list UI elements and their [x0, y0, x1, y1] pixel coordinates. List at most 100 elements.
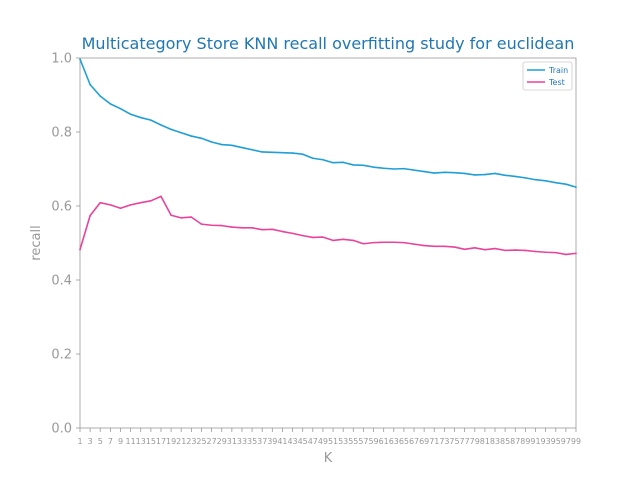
data-point	[220, 224, 223, 227]
x-tick-label: 65	[399, 437, 409, 446]
x-tick-label: 43	[287, 437, 297, 446]
data-point	[241, 146, 243, 149]
series-layer	[79, 58, 577, 256]
data-point	[170, 214, 172, 217]
data-point	[554, 181, 557, 184]
x-tick-label: 5	[98, 437, 103, 446]
data-point	[261, 228, 264, 231]
data-point	[281, 151, 284, 154]
y-axis: 0.0 0.2 0.4 0.6 0.8 1.0	[51, 52, 80, 437]
data-point	[251, 227, 253, 229]
x-tick-label: 47	[308, 437, 318, 446]
data-point	[210, 141, 213, 143]
series-line-test	[79, 195, 577, 256]
data-point	[575, 252, 577, 255]
data-point	[271, 228, 274, 231]
data-point	[322, 158, 324, 161]
data-point	[200, 137, 203, 140]
series-points-test	[79, 195, 577, 256]
data-point	[139, 116, 142, 119]
x-tick-label: 15	[146, 437, 156, 446]
data-point	[392, 241, 395, 244]
data-point	[403, 241, 405, 244]
data-point	[150, 119, 152, 121]
data-point	[382, 167, 385, 170]
x-tick-label: 41	[277, 437, 287, 446]
legend-label-train: Train	[548, 66, 568, 75]
data-point	[494, 247, 496, 250]
data-point	[403, 167, 405, 170]
data-point	[413, 243, 415, 245]
x-tick-label: 81	[480, 437, 490, 446]
x-tick-label: 59	[368, 437, 378, 446]
x-tick-label: 33	[237, 437, 247, 446]
x-tick-label: 7	[108, 437, 113, 446]
data-point	[453, 171, 456, 174]
legend-box	[522, 61, 573, 91]
data-point	[200, 223, 203, 225]
data-point	[119, 207, 122, 210]
data-point	[231, 144, 233, 147]
data-point	[220, 143, 223, 146]
data-point	[554, 251, 557, 254]
data-point	[89, 83, 91, 86]
x-tick-label: 57	[358, 437, 368, 446]
y-tick-label: 1.0	[51, 52, 72, 67]
data-point	[494, 172, 496, 175]
x-tick-label: 61	[379, 437, 389, 446]
data-point	[534, 178, 537, 181]
data-point	[484, 173, 486, 176]
data-point	[190, 135, 193, 137]
data-point	[433, 172, 436, 174]
x-tick-label: 1	[77, 437, 82, 446]
data-point	[332, 239, 334, 242]
data-point	[473, 174, 476, 176]
data-point	[484, 248, 486, 251]
x-tick-label: 71	[429, 437, 439, 446]
data-point	[301, 153, 304, 155]
x-tick-label: 49	[318, 437, 328, 446]
data-point	[160, 195, 162, 198]
data-point	[382, 241, 385, 244]
data-point	[423, 244, 425, 247]
x-axis: 1 3 5 7 9 11 13 15 17 19 21 23 25 27 29 31 33 35 37 39 41 43 4…	[77, 428, 581, 446]
data-point	[281, 230, 284, 233]
series-line-train	[79, 58, 577, 188]
data-point	[514, 249, 517, 251]
x-tick-label: 93	[541, 437, 551, 446]
data-point	[504, 174, 506, 177]
x-tick-label: 3	[88, 437, 93, 446]
data-point	[565, 253, 567, 256]
data-point	[352, 239, 355, 242]
data-point	[271, 151, 274, 154]
x-tick-label: 17	[156, 437, 166, 446]
y-tick-label: 0.6	[51, 200, 72, 215]
data-point	[291, 232, 294, 235]
data-point	[160, 124, 162, 126]
x-tick-label: 35	[247, 437, 257, 446]
data-point	[129, 204, 132, 206]
data-point	[514, 175, 517, 178]
data-point	[180, 217, 183, 219]
x-tick-label: 9	[118, 437, 123, 446]
x-tick-label: 75	[449, 437, 459, 446]
x-tick-label: 29	[217, 437, 227, 446]
data-point	[372, 241, 375, 244]
data-point	[312, 157, 314, 160]
data-point	[99, 95, 102, 97]
data-point	[463, 172, 466, 175]
x-tick-label: 63	[389, 437, 399, 446]
data-point	[180, 131, 183, 134]
data-point	[99, 201, 102, 204]
data-point	[89, 214, 91, 217]
data-point	[261, 151, 264, 153]
data-point	[433, 245, 436, 248]
data-point	[312, 236, 314, 239]
data-point	[241, 227, 243, 229]
data-point	[322, 236, 324, 238]
data-point	[463, 248, 466, 251]
y-tick-label: 0.2	[51, 348, 72, 363]
x-tick-label: 67	[409, 437, 419, 446]
data-point	[210, 224, 213, 227]
x-tick-label: 99	[571, 437, 581, 446]
